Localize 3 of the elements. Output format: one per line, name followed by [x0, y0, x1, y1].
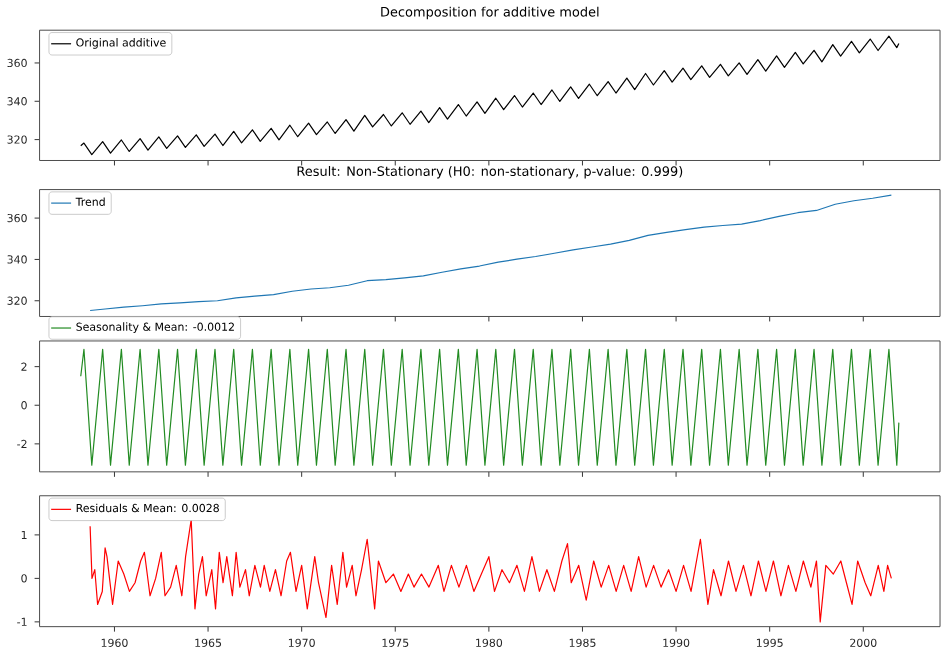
line-series: [80, 348, 900, 466]
line-series: [80, 35, 900, 156]
line-series: [89, 519, 892, 623]
